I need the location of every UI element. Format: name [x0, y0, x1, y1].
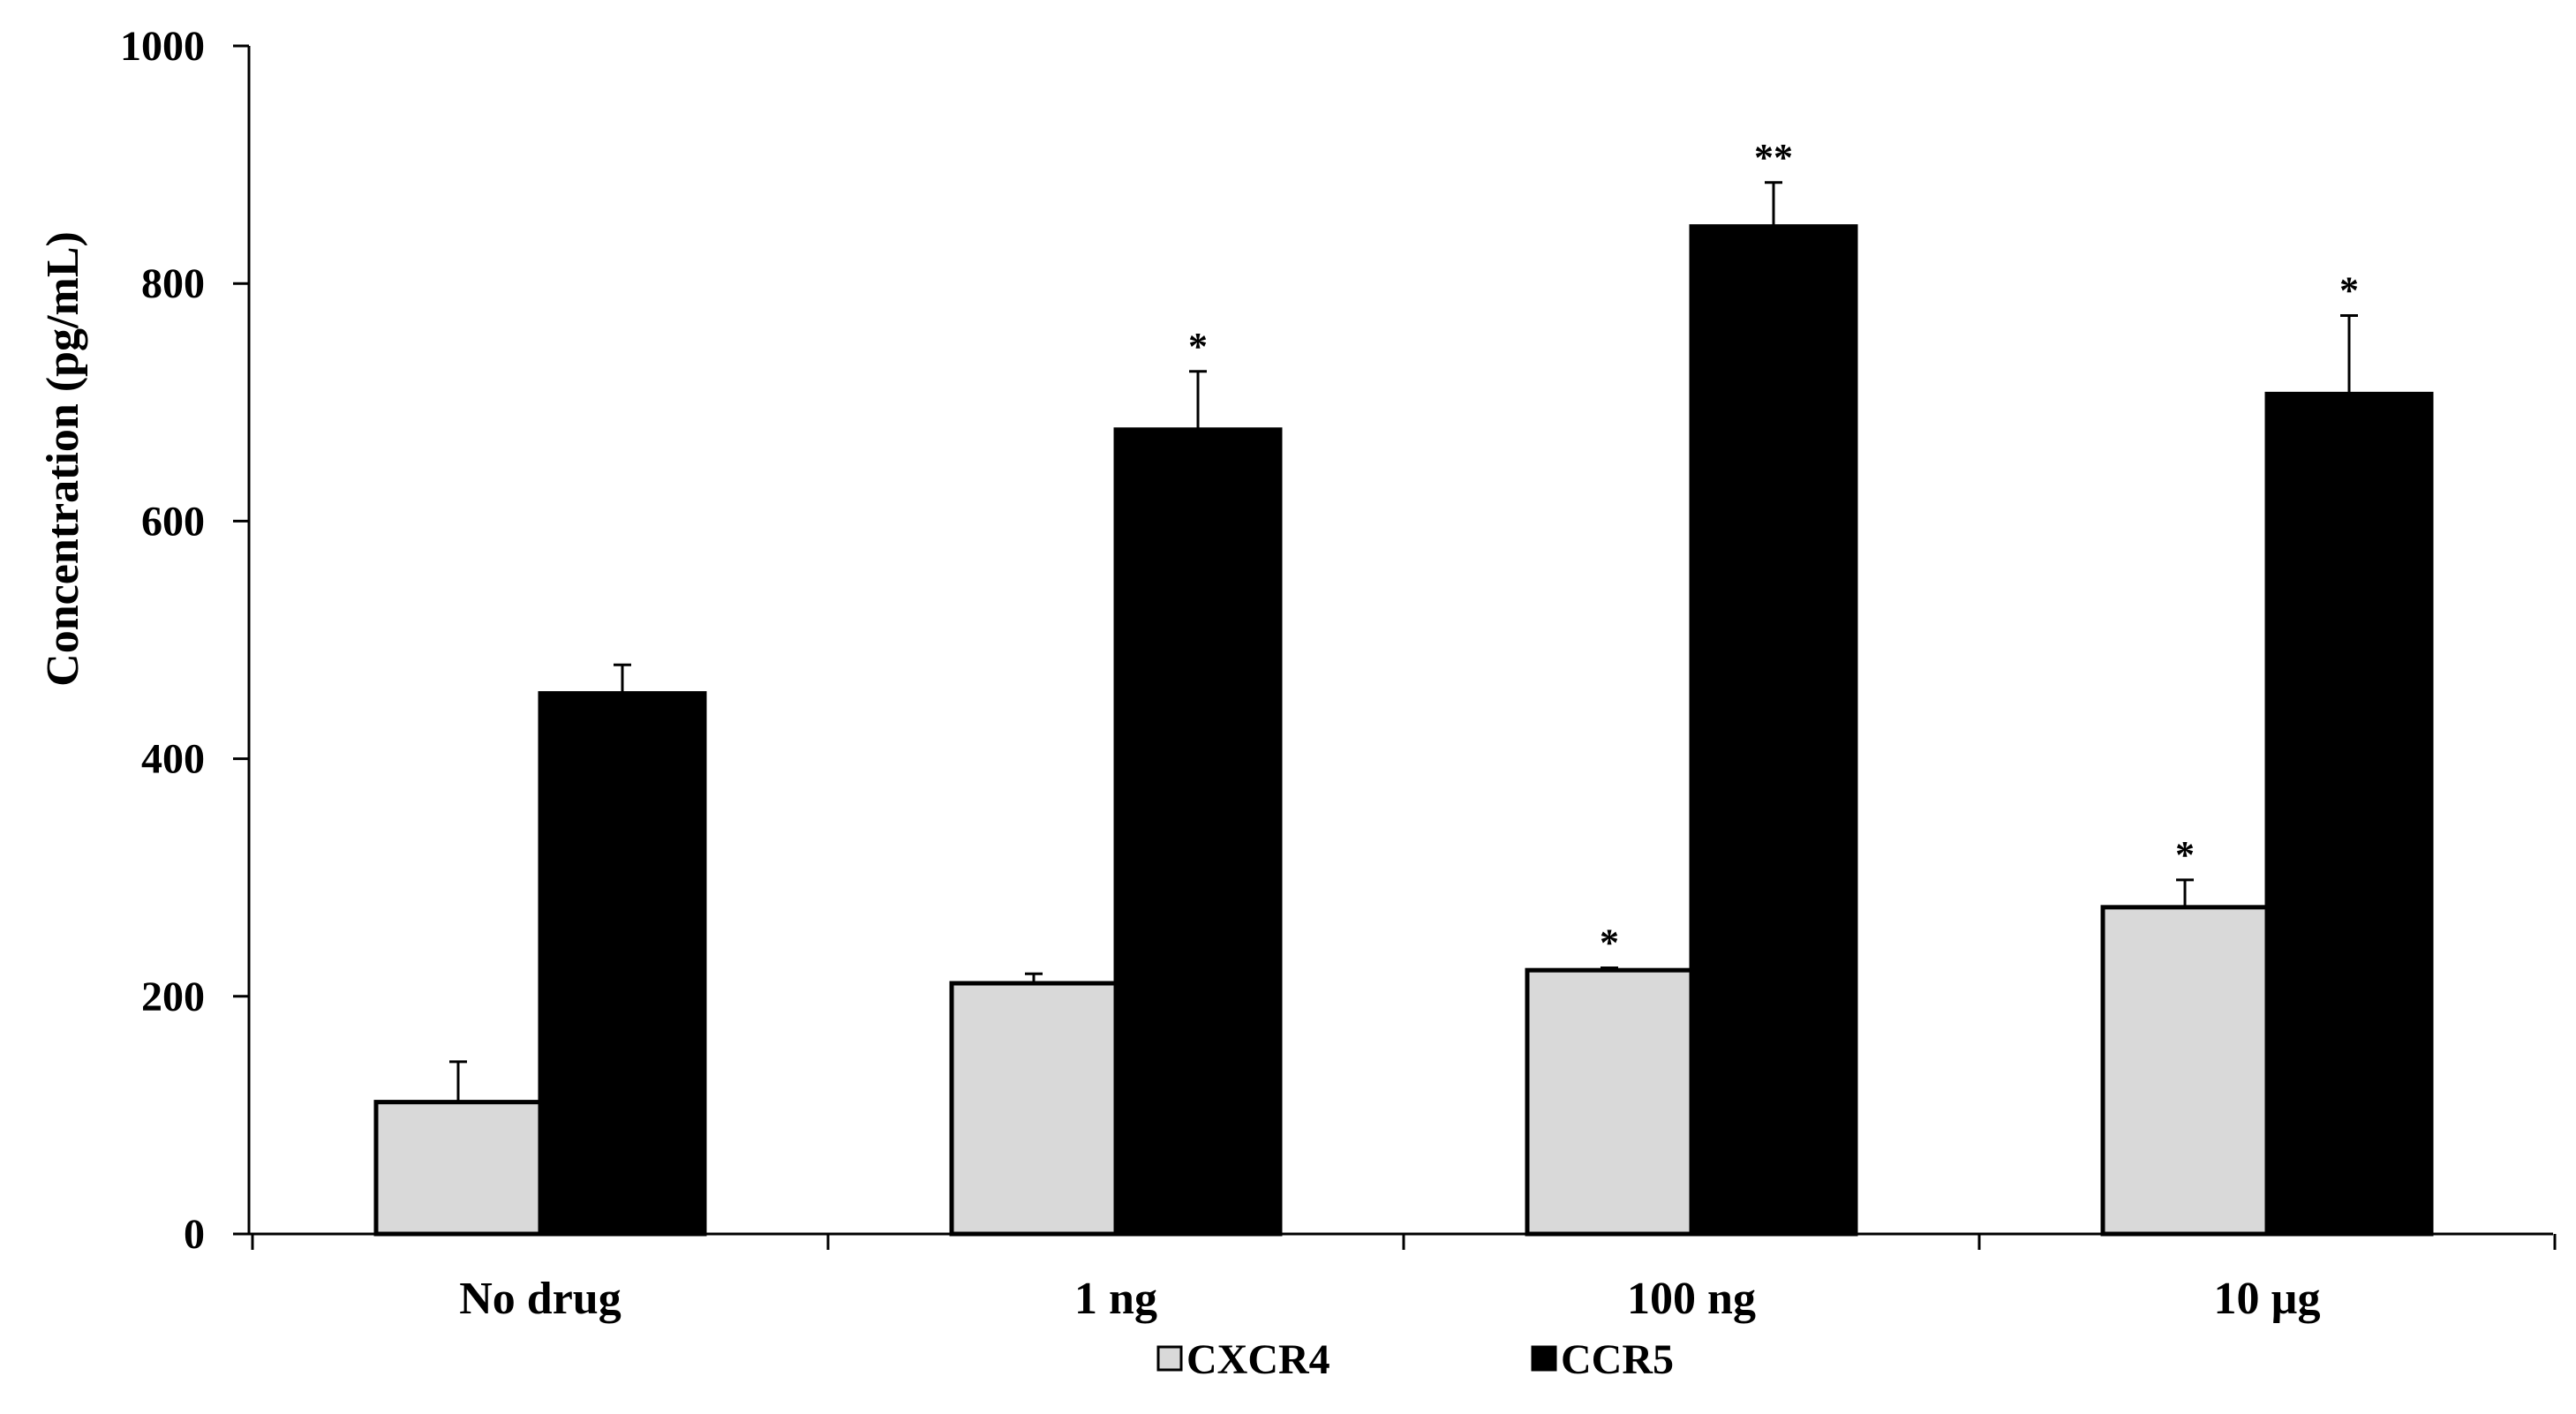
category-label: 100 ng: [1627, 1274, 1756, 1324]
bar-ccr5: [1113, 427, 1283, 1237]
y-tick-label: 600: [141, 498, 205, 545]
significance-label: *: [1600, 921, 1619, 964]
y-tick-label: 0: [184, 1211, 205, 1258]
legend-swatch-ccr5: [1531, 1345, 1557, 1372]
y-tick-label: 200: [141, 974, 205, 1020]
bar-ccr5: [2264, 391, 2434, 1237]
labels: 0 200 400 600 800 1000 No drug 1 ng 100 ng 10 µg *…: [120, 23, 2359, 1324]
y-tick-label: 400: [141, 736, 205, 783]
legend: CXCR4 CCR5: [1156, 1336, 1674, 1383]
bar-cxcr4: [1525, 967, 1694, 1237]
legend-swatch-cxcr4: [1156, 1345, 1183, 1372]
significance-label: **: [1754, 136, 1793, 179]
category-label: 10 µg: [2214, 1274, 2321, 1324]
bars: [373, 224, 2434, 1237]
significance-label: *: [1188, 325, 1208, 368]
significance-label: *: [2339, 269, 2359, 312]
category-label: No drug: [459, 1274, 621, 1324]
y-axis-title: Concentration (pg/mL): [38, 231, 88, 687]
error-bars: [449, 181, 2358, 1102]
bar-ccr5: [538, 691, 707, 1237]
category-label: 1 ng: [1074, 1274, 1157, 1324]
bar-cxcr4: [2100, 905, 2270, 1237]
bar-ccr5: [1689, 224, 1858, 1237]
y-tick-label: 1000: [120, 23, 205, 70]
bar-cxcr4: [949, 981, 1119, 1237]
legend-label-ccr5: CCR5: [1561, 1336, 1674, 1383]
y-tick-label: 800: [141, 260, 205, 307]
significance-label: *: [2175, 833, 2195, 876]
bar-cxcr4: [373, 1100, 543, 1237]
legend-label-cxcr4: CXCR4: [1186, 1336, 1330, 1383]
